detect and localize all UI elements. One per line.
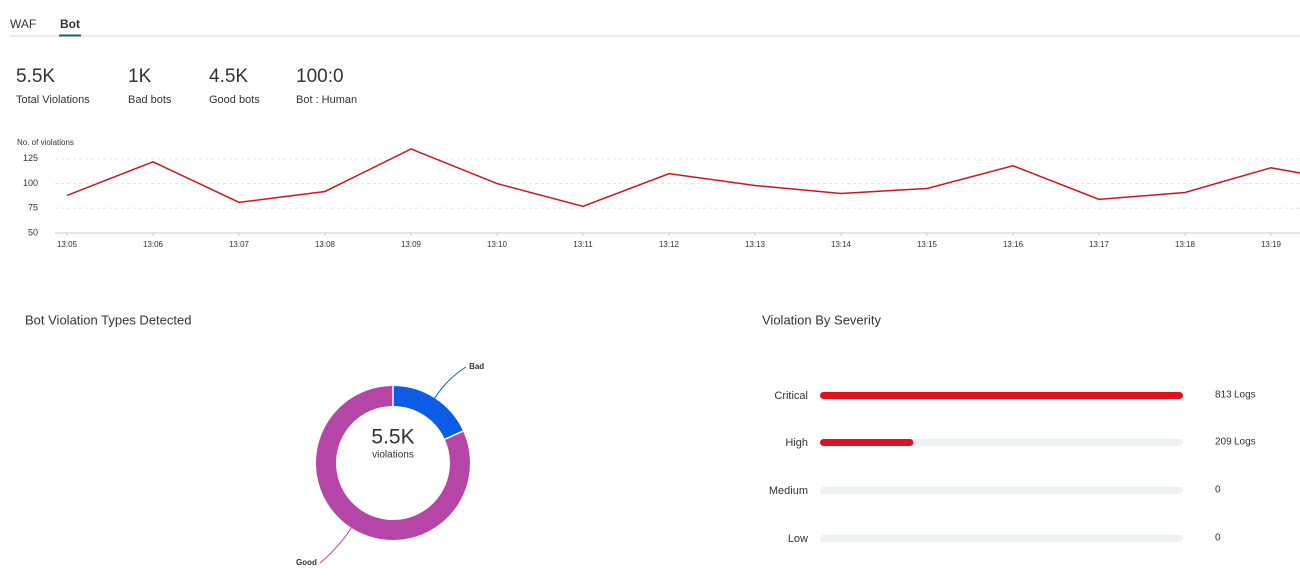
bar-value: 0 (1215, 485, 1221, 496)
bar-category: Low (788, 533, 808, 545)
donut-center-value: 5.5K (371, 426, 414, 449)
bar-track (820, 535, 1183, 542)
stat-value: 1K (128, 66, 152, 87)
x-tick-label: 13:07 (229, 240, 250, 249)
stat-value: 100:0 (296, 66, 344, 87)
stat-value: 5.5K (16, 66, 55, 87)
x-tick-label: 13:19 (1261, 240, 1282, 249)
x-tick-label: 13:13 (745, 240, 766, 249)
bar-category: High (785, 437, 808, 449)
panel-title: Bot Violation Types Detected (25, 312, 191, 327)
y-tick-label: 125 (23, 153, 38, 163)
leader-line (319, 527, 352, 564)
x-tick-label: 13:10 (487, 240, 508, 249)
stat-label: Bot : Human (296, 94, 357, 106)
x-tick-label: 13:17 (1089, 240, 1110, 249)
x-tick-label: 13:11 (573, 240, 593, 249)
bar-value: 0 (1215, 533, 1221, 544)
bar-value: 209 (1215, 437, 1232, 448)
donut-segment (316, 386, 470, 540)
leader-line (434, 366, 467, 399)
donut-label: Bad (469, 362, 484, 371)
stat-label: Bad bots (128, 94, 172, 106)
logs-link[interactable]: Logs (1234, 390, 1256, 401)
x-tick-label: 13:09 (401, 240, 422, 249)
bar-category: Critical (774, 390, 808, 402)
y-tick-label: 50 (28, 227, 38, 237)
x-tick-label: 13:08 (315, 240, 336, 249)
panel-title: Violation By Severity (762, 312, 881, 327)
donut-center-label: violations (372, 450, 414, 461)
bar (820, 439, 914, 446)
x-tick-label: 13:16 (1003, 240, 1024, 249)
bar-value: 813 (1215, 390, 1232, 401)
logs-link[interactable]: Logs (1234, 437, 1256, 448)
stat-label: Good bots (209, 94, 260, 106)
x-tick-label: 13:06 (143, 240, 164, 249)
x-tick-label: 13:05 (57, 240, 78, 249)
segment-separator (444, 430, 464, 441)
line-series (66, 148, 1300, 208)
y-tick-label: 75 (28, 203, 38, 213)
bar-track (820, 487, 1183, 494)
y-tick-label: 100 (23, 178, 38, 188)
stat-label: Total Violations (16, 94, 90, 106)
donut-label: Good (296, 558, 317, 567)
x-tick-label: 13:12 (659, 240, 680, 249)
y-axis-label: No. of violations (17, 138, 74, 147)
bar-category: Medium (769, 485, 808, 497)
tab[interactable]: WAF (10, 17, 36, 31)
donut-segment (392, 386, 464, 440)
tab[interactable]: Bot (60, 17, 80, 31)
bar (820, 392, 1183, 399)
x-tick-label: 13:18 (1175, 240, 1196, 249)
stat-value: 4.5K (209, 66, 248, 87)
x-tick-label: 13:15 (917, 240, 938, 249)
x-tick-label: 13:14 (831, 240, 852, 249)
